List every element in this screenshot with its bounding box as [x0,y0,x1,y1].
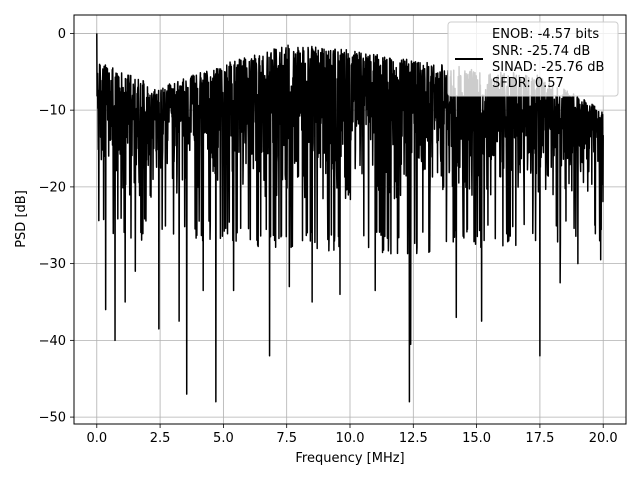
x-tick-label-8: 20.0 [589,431,618,446]
x-tick-label-2: 5.0 [213,431,234,446]
y-tick-label-2: −20 [39,180,66,195]
x-tick-label-7: 17.5 [525,431,554,446]
axis-ticks: 0.0 2.5 5.0 7.5 10.0 12.5 15.0 17.5 20.0 0 −10 −20 −… [39,27,618,446]
x-tick-label-1: 2.5 [150,431,171,446]
x-tick-label-5: 12.5 [399,431,428,446]
legend-sinad: SINAD: -25.76 dB [492,60,604,75]
y-tick-label-4: −40 [39,334,66,349]
x-tick-label-3: 7.5 [276,431,297,446]
legend-snr: SNR: -25.74 dB [492,44,590,59]
legend-sfdr: SFDR: 0.57 [492,76,564,91]
x-tick-label-6: 15.0 [462,431,491,446]
y-tick-label-1: −10 [39,104,66,119]
x-tick-label-4: 10.0 [336,431,365,446]
y-axis-label: PSD [dB] [14,190,29,248]
y-tick-label-3: −30 [39,257,66,272]
y-tick-label-5: −50 [39,411,66,426]
y-tick-label-0: 0 [58,27,66,42]
legend: ENOB: -4.57 bits SNR: -25.74 dB SINAD: -… [447,21,619,97]
x-axis-label: Frequency [MHz] [295,451,404,466]
legend-box [447,21,619,97]
x-tick-label-0: 0.0 [86,431,107,446]
legend-enob: ENOB: -4.57 bits [492,27,599,42]
